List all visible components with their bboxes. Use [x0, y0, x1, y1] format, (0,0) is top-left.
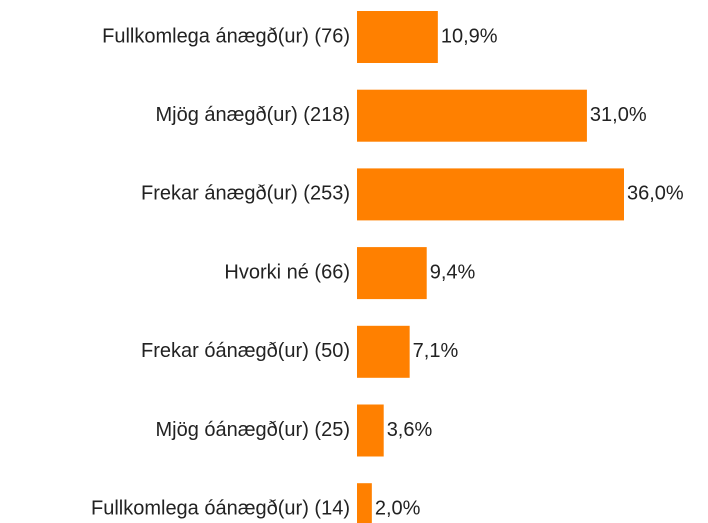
value-label: 2,0%	[375, 497, 421, 519]
value-label: 10,9%	[441, 25, 498, 47]
category-label: Frekar óánægð(ur) (50)	[141, 340, 350, 362]
category-label: Fullkomlega óánægð(ur) (14)	[91, 497, 350, 519]
category-label: Mjög ánægð(ur) (218)	[155, 104, 350, 126]
value-label: 3,6%	[387, 419, 433, 441]
value-label: 7,1%	[413, 340, 459, 362]
category-label: Mjög óánægð(ur) (25)	[155, 419, 350, 441]
category-label: Hvorki né (66)	[224, 261, 350, 283]
bar	[357, 483, 372, 523]
bar	[357, 404, 384, 457]
value-label: 31,0%	[590, 104, 647, 126]
bar	[357, 89, 587, 142]
value-label: 36,0%	[627, 183, 684, 205]
category-label: Frekar ánægð(ur) (253)	[141, 183, 350, 205]
value-label: 9,4%	[430, 261, 476, 283]
bar	[357, 11, 438, 63]
bar	[357, 168, 624, 221]
bar	[357, 247, 427, 300]
bar	[357, 325, 410, 378]
category-label: Fullkomlega ánægð(ur) (76)	[102, 25, 350, 47]
